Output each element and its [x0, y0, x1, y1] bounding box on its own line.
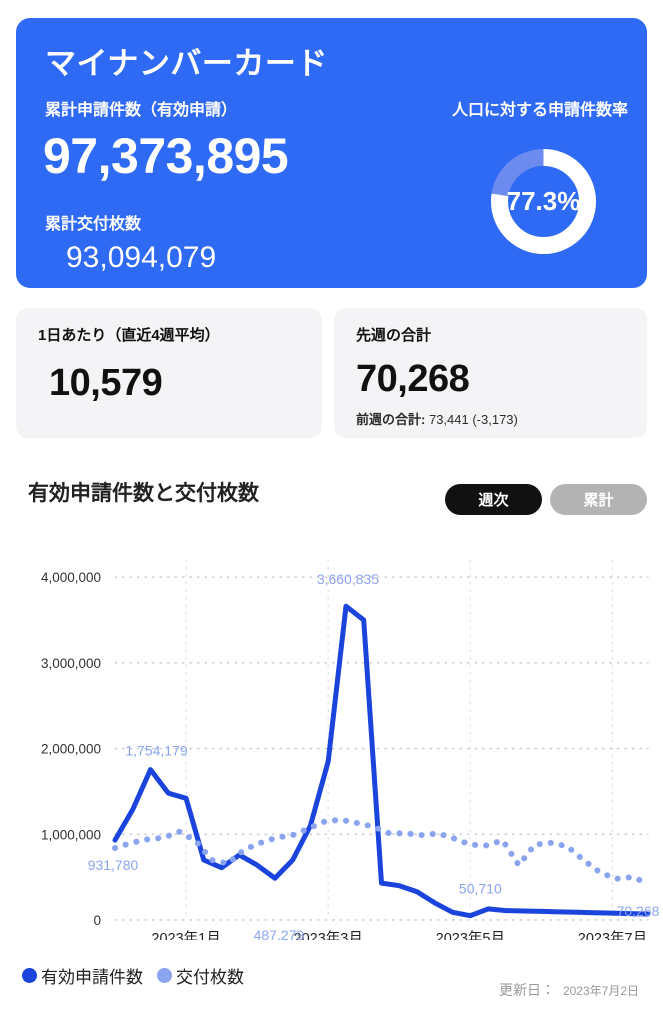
legend-item-applications: 有効申請件数 — [22, 963, 143, 988]
legend-color-dot-icon — [157, 968, 172, 983]
chart-range-toggle: 週次 累計 — [445, 484, 647, 515]
legend-label-applications: 有効申請件数 — [41, 968, 143, 987]
updated-date-value: 2023年7月2日 — [562, 984, 639, 998]
svg-text:2023年7月: 2023年7月 — [578, 930, 647, 940]
svg-text:2023年5月: 2023年5月 — [436, 930, 505, 940]
daily-average-value: 10,579 — [49, 362, 163, 404]
application-ratio-label: 人口に対する申請件数率 — [451, 102, 628, 119]
svg-text:3,660,835: 3,660,835 — [317, 571, 379, 587]
page-title: マイナンバーカード — [45, 46, 328, 81]
svg-text:70,268: 70,268 — [617, 903, 660, 919]
previous-week-total-value: 73,441 (-3,173) — [428, 412, 518, 427]
legend-item-issued: 交付枚数 — [157, 963, 244, 988]
cumulative-issued-value: 93,094,079 — [66, 241, 217, 274]
chart-title: 有効申請件数と交付枚数 — [28, 482, 259, 505]
previous-week-total-label: 前週の合計: — [356, 412, 426, 427]
updated-date: 更新日： 2023年7月2日 — [499, 980, 639, 1000]
tab-cumulative[interactable]: 累計 — [550, 484, 647, 515]
svg-text:1,000,000: 1,000,000 — [41, 827, 101, 842]
updated-date-label: 更新日： — [498, 982, 555, 998]
last-week-total-value: 70,268 — [356, 358, 470, 400]
application-ratio-value: 77.3% — [506, 186, 581, 216]
svg-text:3,000,000: 3,000,000 — [41, 656, 101, 671]
chart-legend: 有効申請件数 交付枚数 — [22, 963, 244, 988]
legend-label-issued: 交付枚数 — [176, 968, 244, 987]
mynumber-summary-card: マイナンバーカード 累計申請件数（有効申請） 97,373,895 累計交付枚数… — [16, 18, 647, 288]
cumulative-issued-label: 累計交付枚数 — [45, 216, 142, 233]
svg-text:1,754,179: 1,754,179 — [125, 743, 187, 759]
daily-average-card: 1日あたり（直近4週平均） 10,579 — [16, 308, 322, 438]
svg-text:931,780: 931,780 — [88, 857, 139, 873]
svg-text:50,710: 50,710 — [459, 881, 502, 897]
last-week-total-card: 先週の合計 70,268 前週の合計: 73,441 (-3,173) — [334, 308, 647, 438]
cumulative-applications-value: 97,373,895 — [43, 128, 289, 184]
cumulative-applications-label: 累計申請件数（有効申請） — [45, 102, 238, 119]
svg-text:2,000,000: 2,000,000 — [41, 742, 101, 757]
daily-average-label: 1日あたり（直近4週平均） — [38, 327, 220, 344]
application-ratio-donut-chart: 77.3% — [487, 145, 600, 258]
last-week-total-label: 先週の合計 — [356, 327, 432, 344]
svg-text:4,000,000: 4,000,000 — [41, 570, 101, 585]
applications-issuance-line-chart: 0 1,000,000 2,000,000 3,000,000 4,000,000 202… — [0, 540, 663, 940]
tab-weekly[interactable]: 週次 — [445, 484, 542, 515]
svg-text:0: 0 — [93, 913, 101, 928]
legend-color-dot-icon — [22, 968, 37, 983]
svg-text:2023年3月: 2023年3月 — [294, 930, 363, 940]
previous-week-total: 前週の合計: 73,441 (-3,173) — [356, 409, 518, 428]
svg-text:487,279: 487,279 — [254, 927, 305, 940]
svg-text:2023年1月: 2023年1月 — [151, 930, 220, 940]
